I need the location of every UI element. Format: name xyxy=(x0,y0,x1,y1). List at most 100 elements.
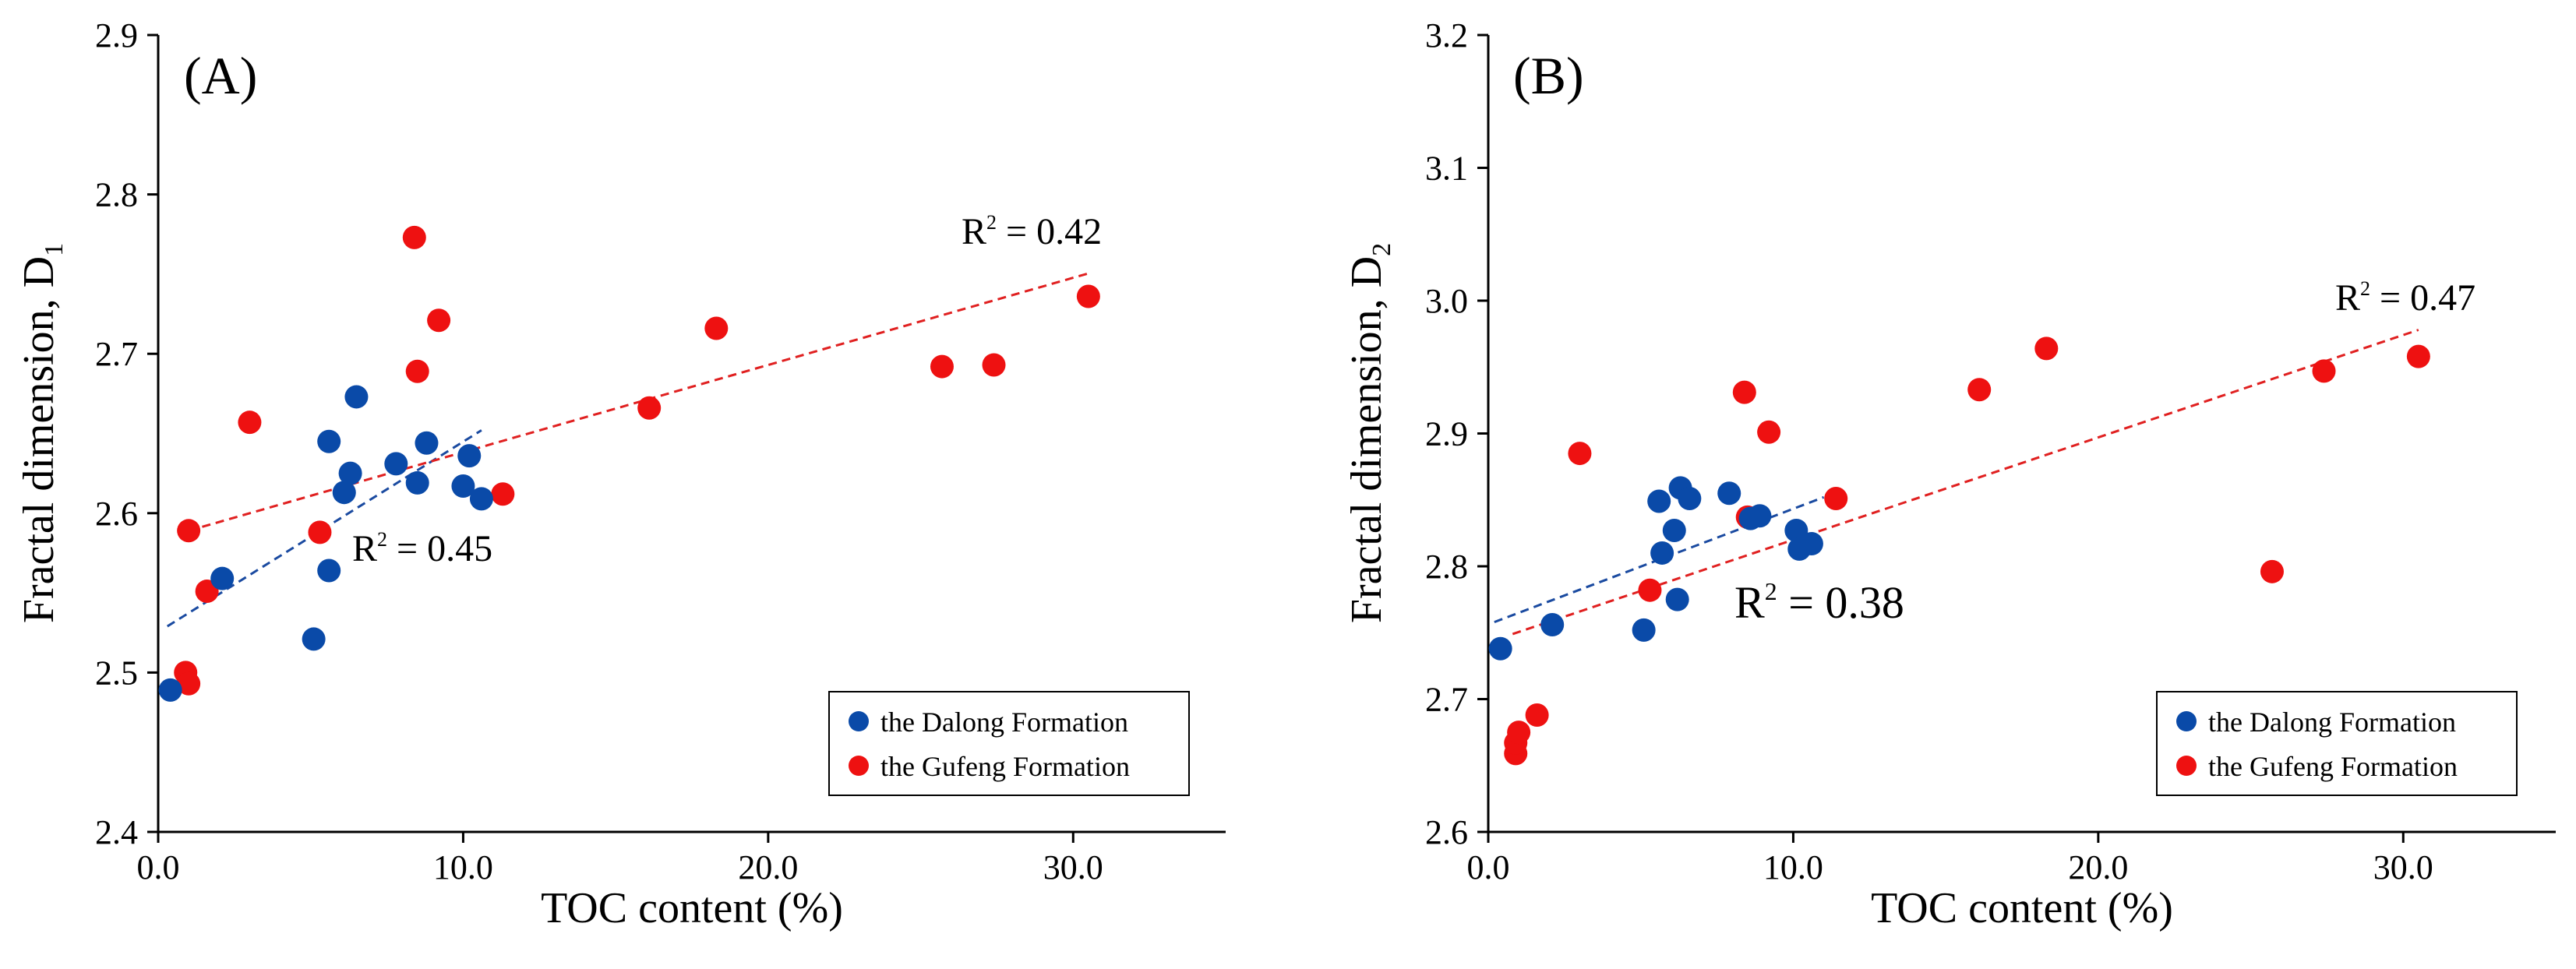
y-tick-label: 3.0 xyxy=(1425,282,1468,320)
dalong-point xyxy=(344,385,369,409)
dalong-point xyxy=(1650,541,1674,565)
x-tick-label: 10.0 xyxy=(433,848,493,886)
y-axis-title-text: Fractal dimension, D xyxy=(15,256,63,623)
y-tick-label: 2.4 xyxy=(95,813,138,851)
r2-superscript: 2 xyxy=(986,211,997,234)
dalong-point xyxy=(1748,504,1772,528)
y-axis-title-subscript: 1 xyxy=(40,243,69,256)
y-tick-label: 2.7 xyxy=(1425,681,1468,719)
dalong-point xyxy=(302,627,326,651)
r2-superscript: 2 xyxy=(1765,577,1777,605)
gufeng-point xyxy=(2312,359,2336,383)
dalong-point xyxy=(1678,487,1702,511)
y-axis-title-text: Fractal dimension, D xyxy=(1343,256,1391,623)
legend-label-gufeng: the Gufeng Formation xyxy=(2208,751,2458,782)
panel-label: (A) xyxy=(184,46,257,105)
gufeng-r2-label: R2 = 0.47 xyxy=(2335,277,2475,319)
gufeng-point xyxy=(405,359,429,383)
gufeng-point xyxy=(427,308,451,333)
gufeng-point xyxy=(1076,284,1100,308)
y-tick-label: 3.1 xyxy=(1425,150,1468,188)
x-tick-label: 20.0 xyxy=(738,848,798,886)
gufeng-point xyxy=(308,520,332,544)
x-axis-title: TOC content (%) xyxy=(1871,884,2173,932)
y-tick-label: 2.7 xyxy=(95,335,138,373)
x-tick-label: 0.0 xyxy=(137,848,180,886)
r2-base: R xyxy=(962,211,986,252)
x-tick-label: 30.0 xyxy=(2373,848,2433,886)
dalong-point xyxy=(1540,613,1565,637)
y-tick-label: 2.8 xyxy=(1425,548,1468,586)
y-axis-title-subscript: 2 xyxy=(1367,243,1396,256)
dalong-point xyxy=(210,566,235,590)
gufeng-point xyxy=(491,482,515,506)
legend-label-dalong: the Dalong Formation xyxy=(880,706,1128,738)
r2-value: = 0.47 xyxy=(2370,277,2475,319)
dalong-point xyxy=(457,444,482,468)
x-tick-label: 0.0 xyxy=(1467,848,1510,886)
dalong-point xyxy=(317,429,341,453)
y-tick-label: 2.9 xyxy=(95,16,138,55)
dalong-r2-label: R2 = 0.45 xyxy=(352,528,492,569)
gufeng-point xyxy=(238,411,262,435)
gufeng-point xyxy=(402,225,426,249)
gufeng-point xyxy=(1967,378,1992,402)
gufeng-point xyxy=(177,519,201,543)
gufeng-trend-line xyxy=(1512,329,2419,636)
y-tick-label: 2.6 xyxy=(1425,813,1468,851)
gufeng-point xyxy=(1824,487,1848,511)
legend: the Dalong Formation the Gufeng Formation xyxy=(2156,691,2518,796)
dalong-point xyxy=(451,474,475,499)
legend-label-dalong: the Dalong Formation xyxy=(2208,706,2456,738)
legend-marker-gufeng xyxy=(849,756,869,776)
y-axis-title: Fractal dimension, D2 xyxy=(1343,243,1396,623)
gufeng-point xyxy=(1638,578,1662,602)
r2-base: R xyxy=(352,528,377,569)
dalong-point xyxy=(1662,518,1686,542)
gufeng-point xyxy=(1525,703,1549,727)
y-tick-label: 2.5 xyxy=(95,654,138,692)
dalong-point xyxy=(384,452,408,476)
legend-box xyxy=(828,691,1190,796)
dalong-point xyxy=(405,470,429,495)
x-axis-title: TOC content (%) xyxy=(541,884,843,932)
gufeng-point xyxy=(1732,380,1756,404)
gufeng-point xyxy=(1757,420,1781,444)
dalong-point xyxy=(332,481,356,505)
r2-value: = 0.38 xyxy=(1777,577,1904,628)
gufeng-r2-label: R2 = 0.42 xyxy=(962,211,1102,252)
y-tick-label: 2.9 xyxy=(1425,415,1468,453)
r2-base: R xyxy=(1734,577,1765,628)
panel-label: (B) xyxy=(1513,46,1584,105)
dalong-point xyxy=(415,431,439,455)
y-axis-title: Fractal dimension, D1 xyxy=(15,243,69,623)
r2-value: = 0.42 xyxy=(997,211,1102,252)
dalong-point xyxy=(1784,518,1808,542)
legend-marker-dalong xyxy=(849,711,869,731)
dalong-point xyxy=(317,558,341,583)
x-tick-label: 20.0 xyxy=(2068,848,2128,886)
y-tick-label: 3.2 xyxy=(1425,16,1468,55)
r2-base: R xyxy=(2335,277,2360,319)
gufeng-point xyxy=(2034,337,2059,361)
gufeng-point xyxy=(930,354,954,379)
y-tick-label: 2.6 xyxy=(95,495,138,533)
gufeng-point xyxy=(1568,442,1592,466)
dalong-r2-label: R2 = 0.38 xyxy=(1734,577,1904,628)
legend: the Dalong Formation the Gufeng Formation xyxy=(828,691,1190,796)
chart-panel-b: 0.0 10.0 20.0 30.0 2.6 2.7 2.8 2.9 3.0 3.1 3.2 TOC … xyxy=(1343,16,2556,932)
legend-box xyxy=(2156,691,2518,796)
dalong-point xyxy=(1665,587,1689,611)
gufeng-point xyxy=(2260,559,2284,583)
gufeng-point xyxy=(2406,344,2430,368)
dalong-point xyxy=(338,461,362,485)
chart-panel-a: 0.0 10.0 20.0 30.0 2.4 2.5 2.6 2.7 2.8 2.9 TOC con… xyxy=(15,16,1226,932)
dalong-point xyxy=(1632,618,1656,642)
dalong-point xyxy=(1717,481,1741,506)
gufeng-point xyxy=(637,396,662,420)
x-tick-label: 30.0 xyxy=(1043,848,1103,886)
gufeng-point xyxy=(704,316,729,340)
r2-superscript: 2 xyxy=(377,528,387,551)
dalong-point xyxy=(1799,532,1823,556)
